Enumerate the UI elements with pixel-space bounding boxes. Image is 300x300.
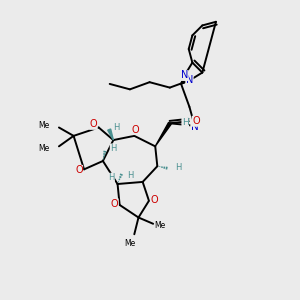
Text: H: H (110, 144, 117, 153)
Text: O: O (192, 116, 200, 126)
Text: Me: Me (124, 239, 136, 248)
Text: N: N (191, 122, 199, 132)
Text: O: O (111, 199, 118, 209)
Polygon shape (155, 122, 171, 146)
Text: N: N (181, 70, 188, 80)
Text: Me: Me (154, 221, 165, 230)
Text: H: H (113, 123, 120, 132)
Text: Me: Me (39, 121, 50, 130)
Polygon shape (108, 129, 113, 140)
Text: H: H (108, 173, 115, 182)
Text: H: H (182, 118, 189, 127)
Text: Me: Me (39, 144, 50, 153)
Text: O: O (90, 119, 97, 129)
Text: O: O (131, 124, 139, 135)
Text: H: H (175, 163, 182, 172)
Text: O: O (75, 165, 82, 176)
Text: N: N (186, 75, 193, 85)
Text: H: H (127, 171, 133, 180)
Text: O: O (150, 195, 158, 205)
